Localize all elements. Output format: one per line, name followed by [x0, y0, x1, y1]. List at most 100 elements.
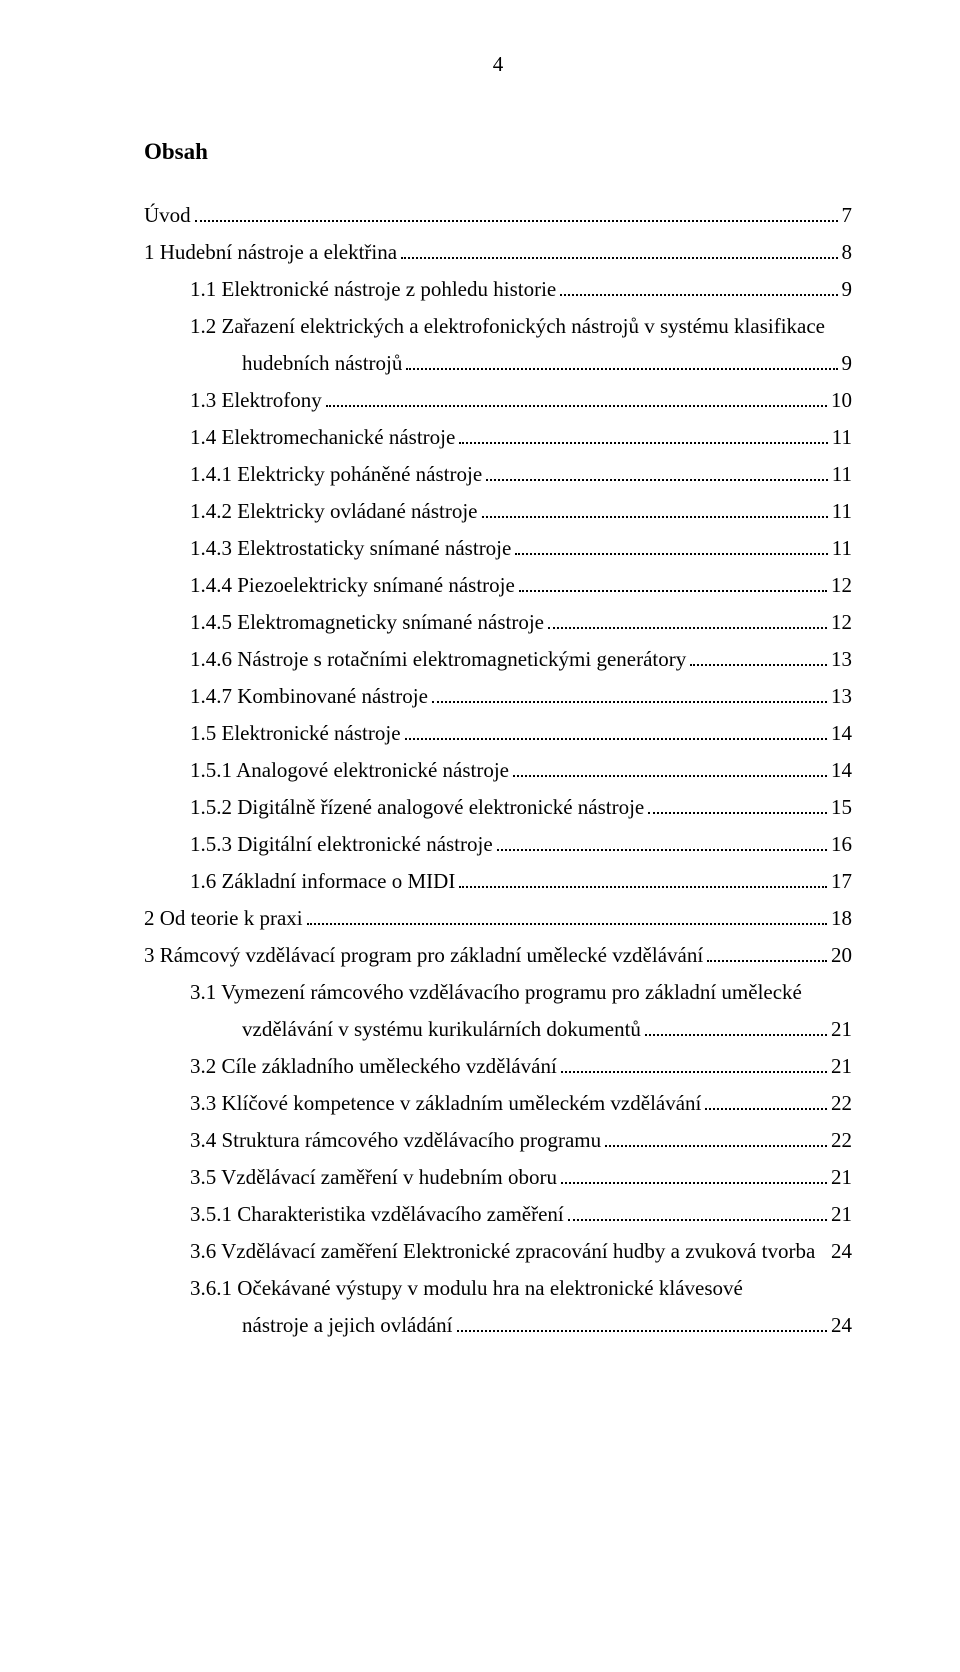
toc-label: 1.4 Elektromechanické nástroje	[190, 427, 455, 448]
toc-leader-dots	[457, 1330, 827, 1332]
toc-entry: 1 Hudební nástroje a elektřina 8	[144, 242, 852, 263]
toc-label: 3.5.1 Charakteristika vzdělávacího zaměř…	[190, 1204, 564, 1225]
toc-label: 1.1 Elektronické nástroje z pohledu hist…	[190, 279, 556, 300]
toc-label: 1.4.2 Elektricky ovládané nástroje	[190, 501, 478, 522]
toc-leader-dots	[561, 1071, 827, 1073]
toc-page: 11	[832, 427, 852, 448]
toc-leader-dots	[561, 1182, 827, 1184]
toc-entry: 1.5 Elektronické nástroje 14	[144, 723, 852, 744]
toc-title: Obsah	[144, 139, 852, 165]
toc-page: 9	[842, 279, 853, 300]
toc-leader-dots	[648, 812, 827, 814]
toc-label: 1.3 Elektrofony	[190, 390, 322, 411]
toc-leader-dots	[497, 849, 827, 851]
toc-entry: 1.4.2 Elektricky ovládané nástroje 11	[144, 501, 852, 522]
toc-entry: Úvod 7	[144, 205, 852, 226]
toc-label: 1.4.3 Elektrostaticky snímané nástroje	[190, 538, 511, 559]
toc-label: 1.6 Základní informace o MIDI	[190, 871, 455, 892]
toc-label: 1.4.4 Piezoelektricky snímané nástroje	[190, 575, 515, 596]
toc-entry: 1.5.3 Digitální elektronické nástroje 16	[144, 834, 852, 855]
toc-label: 1.5.3 Digitální elektronické nástroje	[190, 834, 493, 855]
toc-page: 15	[831, 797, 852, 818]
page-number: 4	[144, 52, 852, 77]
toc-label: hudebních nástrojů	[242, 353, 402, 374]
toc-label: 1.5 Elektronické nástroje	[190, 723, 401, 744]
toc-page: 17	[831, 871, 852, 892]
toc-page: 7	[842, 205, 853, 226]
toc-page: 8	[842, 242, 853, 263]
toc-page: 16	[831, 834, 852, 855]
toc-label: 1.4.1 Elektricky poháněné nástroje	[190, 464, 482, 485]
toc-label: 1.4.7 Kombinované nástroje	[190, 686, 428, 707]
toc-entry: 1.5.1 Analogové elektronické nástroje 14	[144, 760, 852, 781]
toc-entry: 1.4.4 Piezoelektricky snímané nástroje12	[144, 575, 852, 596]
toc-leader-dots	[195, 220, 838, 222]
toc-entry: 3.1 Vymezení rámcového vzdělávacího prog…	[144, 982, 852, 1003]
toc-page: 14	[831, 723, 852, 744]
toc-page: 14	[831, 760, 852, 781]
toc-entry-continuation: vzdělávání v systému kurikulárních dokum…	[144, 1019, 852, 1040]
toc-entry: 3.5 Vzdělávací zaměření v hudebním oboru…	[144, 1167, 852, 1188]
toc-leader-dots	[405, 738, 827, 740]
toc-leader-dots	[406, 368, 837, 370]
toc-entry: 1.4.7 Kombinované nástroje 13	[144, 686, 852, 707]
toc-label: 3.4 Struktura rámcového vzdělávacího pro…	[190, 1130, 601, 1151]
toc-label: 3.1 Vymezení rámcového vzdělávacího prog…	[190, 982, 802, 1003]
toc-label: 1.4.5 Elektromagneticky snímané nástroje	[190, 612, 544, 633]
toc-entry: 3.5.1 Charakteristika vzdělávacího zaměř…	[144, 1204, 852, 1225]
toc-label: 1.5.1 Analogové elektronické nástroje	[190, 760, 509, 781]
toc-entry: 1.1 Elektronické nástroje z pohledu hist…	[144, 279, 852, 300]
toc-label: 2 Od teorie k praxi	[144, 908, 303, 929]
toc-page: 21	[831, 1056, 852, 1077]
toc-leader-dots	[486, 479, 828, 481]
toc-entry: 3.6.1 Očekávané výstupy v modulu hra na …	[144, 1278, 852, 1299]
toc-page: 13	[831, 686, 852, 707]
toc-entry: 1.4 Elektromechanické nástroje 11	[144, 427, 852, 448]
toc-label: vzdělávání v systému kurikulárních dokum…	[242, 1019, 641, 1040]
toc-entry: 1.4.3 Elektrostaticky snímané nástroje 11	[144, 538, 852, 559]
toc-page: 21	[831, 1167, 852, 1188]
toc-entry: 3.2 Cíle základního uměleckého vzděláván…	[144, 1056, 852, 1077]
toc-leader-dots	[513, 775, 827, 777]
toc-page: 24	[831, 1241, 852, 1262]
toc-page: 22	[831, 1093, 852, 1114]
toc-entry: 1.4.5 Elektromagneticky snímané nástroje…	[144, 612, 852, 633]
toc-entry: 1.4.1 Elektricky poháněné nástroje 11	[144, 464, 852, 485]
toc-label: 3.5 Vzdělávací zaměření v hudebním oboru	[190, 1167, 557, 1188]
toc-label: 1 Hudební nástroje a elektřina	[144, 242, 397, 263]
toc-page: 21	[831, 1019, 852, 1040]
toc-label: 1.4.6 Nástroje s rotačními elektromagnet…	[190, 649, 686, 670]
toc-leader-dots	[690, 664, 827, 666]
toc-page: 13	[831, 649, 852, 670]
toc-entry: 2 Od teorie k praxi 18	[144, 908, 852, 929]
toc-page: 21	[831, 1204, 852, 1225]
toc-label: 3 Rámcový vzdělávací program pro základn…	[144, 945, 703, 966]
toc-leader-dots	[605, 1145, 827, 1147]
toc-label: 3.3 Klíčové kompetence v základním uměle…	[190, 1093, 701, 1114]
toc-page: 12	[831, 612, 852, 633]
toc-leader-dots	[307, 923, 827, 925]
toc-leader-dots	[568, 1219, 827, 1221]
toc-entry-continuation: nástroje a jejich ovládání24	[144, 1315, 852, 1336]
toc-entry: 1.4.6 Nástroje s rotačními elektromagnet…	[144, 649, 852, 670]
toc-page: 24	[831, 1315, 852, 1336]
toc-leader-dots	[548, 627, 827, 629]
toc-container: Úvod 7 1 Hudební nástroje a elektřina 8 1.1 …	[144, 205, 852, 1336]
toc-page: 11	[832, 538, 852, 559]
toc-leader-dots	[705, 1108, 827, 1110]
toc-leader-dots	[560, 294, 837, 296]
toc-page: 18	[831, 908, 852, 929]
toc-label: Úvod	[144, 205, 191, 226]
toc-label: 3.6 Vzdělávací zaměření Elektronické zpr…	[190, 1241, 815, 1262]
toc-entry: 1.6 Základní informace o MIDI 17	[144, 871, 852, 892]
toc-leader-dots	[459, 442, 827, 444]
toc-page: 11	[832, 501, 852, 522]
toc-entry: 3.4 Struktura rámcového vzdělávacího pro…	[144, 1130, 852, 1151]
toc-leader-dots	[326, 405, 827, 407]
toc-page: 11	[832, 464, 852, 485]
toc-leader-dots	[515, 553, 827, 555]
toc-entry-continuation: hudebních nástrojů9	[144, 353, 852, 374]
toc-page: 20	[831, 945, 852, 966]
toc-label: 3.6.1 Očekávané výstupy v modulu hra na …	[190, 1278, 743, 1299]
toc-page: 10	[831, 390, 852, 411]
